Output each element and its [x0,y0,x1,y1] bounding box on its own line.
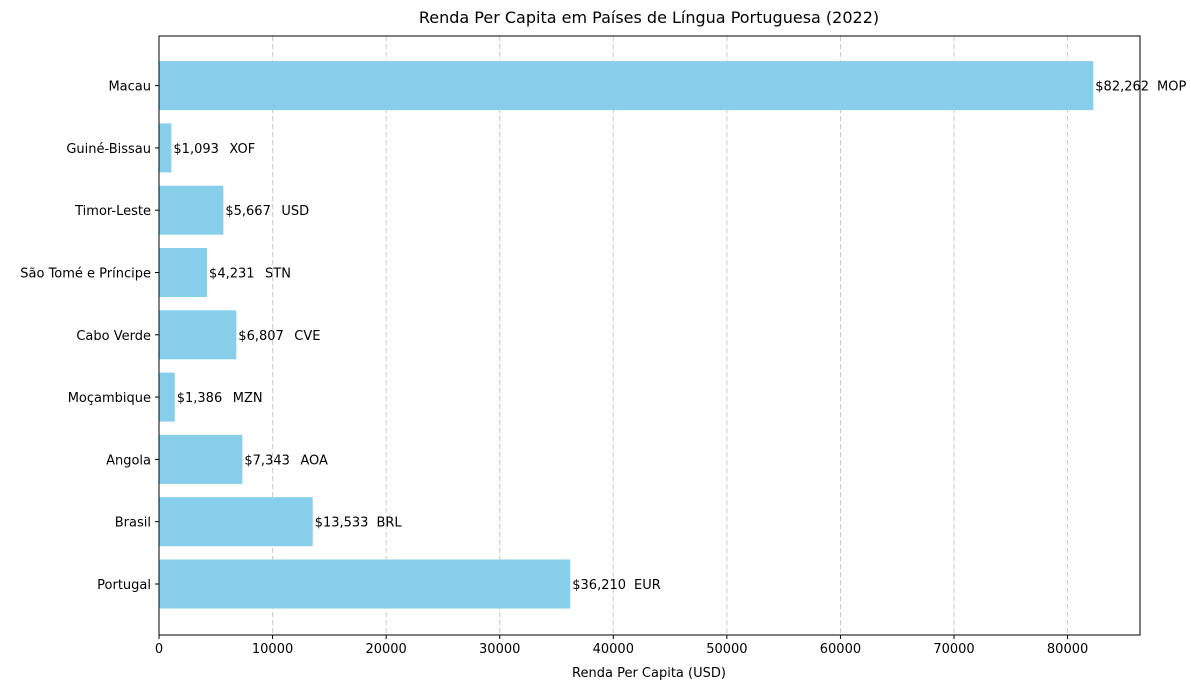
x-tick-label: 20000 [365,642,406,657]
y-tick-label: Angola [106,453,151,468]
x-tick-label: 30000 [479,642,520,657]
bar-currency-label: BRL [376,516,402,531]
x-axis-title: Renda Per Capita (USD) [572,666,726,681]
bar-value-labels: $36,210 EUR $13,533 BRL $7,343 AOA $1,386 MZN $6… [173,80,1186,593]
x-gridlines [272,36,1069,635]
bar-currency-label: EUR [634,578,661,593]
bar-value-label: $1,386 [177,391,223,406]
x-axis: 0 10000 20000 30000 40000 50000 60000 70000 8000… [155,635,1088,657]
y-tick-label: Timor-Leste [74,204,151,219]
x-tick-label: 10000 [252,642,293,657]
bar-macau [159,61,1094,111]
bar-currency-label: XOF [229,142,255,157]
bar-currency-label: MOP [1157,80,1186,95]
y-tick-label: Guiné-Bissau [66,142,151,157]
bar-value-label: $7,343 [244,453,289,468]
bar-value-label: $36,210 [572,578,626,593]
bar-currency-label: USD [281,204,309,219]
bar-timor-leste [159,185,224,235]
bar-mo-ambique [159,372,175,422]
bar-angola [159,434,243,484]
y-tick-label: São Tomé e Príncipe [20,267,151,282]
bar-value-label: $4,231 [209,267,255,282]
y-tick-label: Brasil [115,516,151,531]
bar-cabo-verde [159,310,237,360]
x-tick-label: 80000 [1047,642,1088,657]
y-tick-label: Macau [108,80,151,95]
chart-title: Renda Per Capita em Países de Língua Por… [419,8,879,27]
bar-portugal [159,559,571,609]
bar-value-label: $5,667 [225,204,270,219]
bar-value-label: $6,807 [238,329,284,344]
x-tick-label: 40000 [593,642,634,657]
x-tick-label: 70000 [933,642,974,657]
bar-currency-label: STN [265,267,291,282]
y-tick-label: Portugal [97,578,151,593]
bar-s-o-tom-e-pr-ncipe [159,248,208,297]
x-tick-label: 60000 [820,642,861,657]
y-tick-label: Cabo Verde [76,329,151,344]
bar-brasil [159,497,313,547]
bar-value-label: $1,093 [173,142,219,157]
bars [159,61,1094,609]
x-tick-label: 50000 [706,642,747,657]
bar-currency-label: AOA [300,453,328,468]
bar-value-label: $13,533 [315,516,369,531]
bar-currency-label: MZN [233,391,263,406]
plot-frame [158,35,1141,636]
x-tick-label: 0 [155,642,163,657]
y-axis: Portugal Brasil Angola Moçambique Cabo Verde… [20,80,159,593]
bar-currency-label: CVE [294,329,320,344]
bar-guin-bissau [159,123,172,173]
y-tick-label: Moçambique [68,391,151,406]
bar-value-label: $82,262 [1095,80,1149,95]
